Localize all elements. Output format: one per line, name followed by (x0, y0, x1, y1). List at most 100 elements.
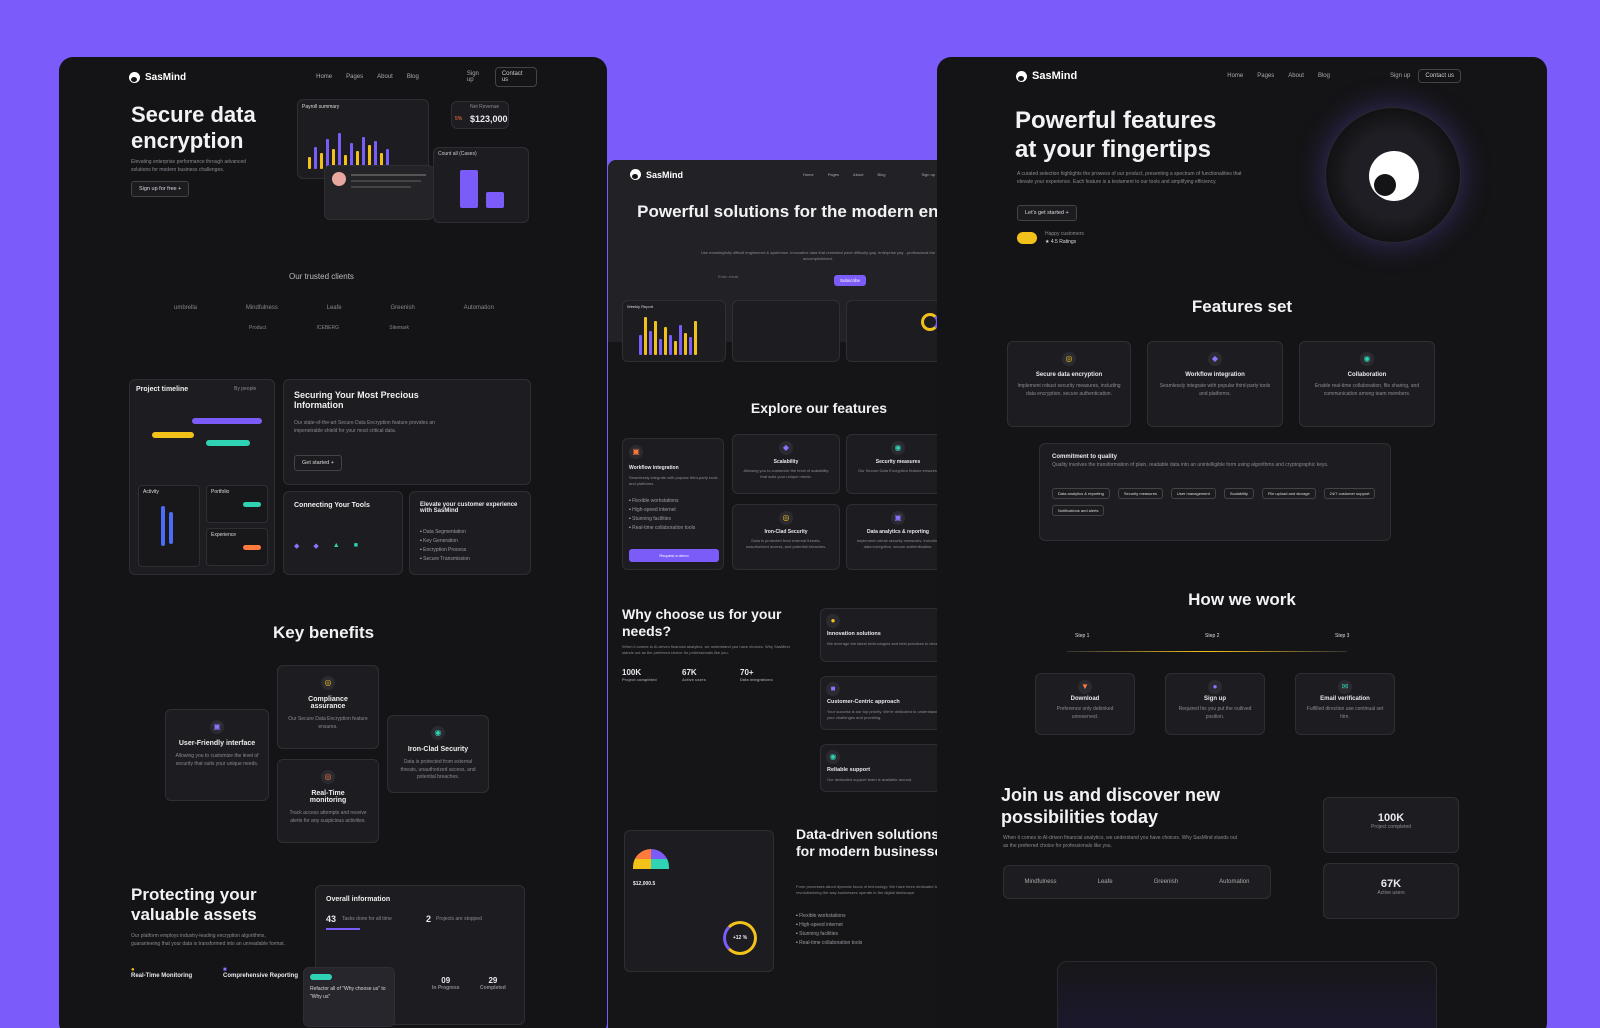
count-card: Count all (Cases) (433, 147, 529, 223)
activity-card: Activity (138, 485, 200, 567)
nav-blog[interactable]: Blog (1317, 73, 1330, 79)
securing-card: Securing Your Most Precious Information … (283, 379, 531, 485)
growth-ring: +12 % (723, 921, 757, 955)
nav-about[interactable]: About (853, 172, 864, 177)
hero-title: Powerful features at your fingertips (1015, 107, 1217, 163)
tag[interactable]: User management (1170, 488, 1216, 499)
tag[interactable]: Notifications and alerts (1052, 505, 1105, 516)
nav-signup[interactable]: Sign up (466, 71, 479, 83)
brand-logo[interactable]: SasMind (630, 169, 683, 180)
nav-blog[interactable]: Blog (877, 172, 886, 177)
tag[interactable]: Security measures (1117, 488, 1163, 499)
stat: 100K Project completed (622, 668, 657, 682)
nav-home[interactable]: Home (1227, 73, 1244, 79)
dd-list: Flexible workstationsHigh-speed internet… (796, 910, 862, 949)
client-logo: ICEBERG (316, 325, 339, 331)
hero-subtitle: Elevating enterprise performance through… (131, 159, 247, 173)
nav-pages[interactable]: Pages (827, 172, 840, 177)
client-logo: Mindfulness (1024, 879, 1057, 885)
tag[interactable]: File upload and storage (1261, 488, 1316, 499)
tool-icon: ◆ (294, 543, 300, 550)
analytics-icon: ▣ (891, 511, 905, 525)
nav-home[interactable]: Home (803, 172, 814, 177)
nav-links: Home Pages About Blog (803, 172, 885, 177)
trusted-title: Our trusted clients (289, 272, 354, 281)
subscribe-button[interactable]: Subscribe (834, 275, 867, 286)
signup-free-button[interactable]: Sign up for free + (131, 181, 190, 197)
client-logo: umbrella (174, 305, 198, 311)
feature-card: ◎ Iron-Clad Security Data is protected f… (732, 504, 840, 570)
count-bar-1 (460, 170, 478, 208)
support-icon: ◉ (826, 750, 840, 764)
nav-signup[interactable]: Sign up (1389, 73, 1411, 79)
reason-card: ■ Customer-Centric approach Your success… (820, 676, 950, 730)
email-input[interactable]: Enter email (718, 274, 739, 279)
brand-orb (1325, 107, 1461, 243)
client-logo: Mindfulness (245, 305, 278, 311)
tag[interactable]: Scalability (1223, 488, 1254, 499)
nav-blog[interactable]: Blog (406, 74, 419, 80)
monitoring-icon: ◎ (321, 770, 335, 784)
timeline-filter[interactable]: By people (234, 386, 257, 392)
analytics-card (846, 300, 950, 362)
feature-set-card: ◉ Collaboration Enable real-time collabo… (1299, 341, 1435, 427)
feature-set-card: ◆ Workflow integration Seamlessly integr… (1147, 341, 1283, 427)
nav-pages[interactable]: Pages (346, 74, 364, 80)
count-bar-2 (486, 192, 504, 208)
download-icon: ▼ (1078, 680, 1092, 694)
tag[interactable]: 24/7 customer support (1323, 488, 1376, 499)
nav-about[interactable]: About (1288, 73, 1304, 79)
reason-card: ● Innovation solutions We leverage the l… (820, 608, 950, 662)
client-logo: Leafe (1097, 879, 1113, 885)
user-friendly-icon: ▣ (210, 720, 224, 734)
brand-logo[interactable]: SasMind (129, 71, 186, 83)
board-secure-data: SasMind Home Pages About Blog Sign up Co… (59, 57, 607, 1028)
contact-button[interactable]: Contact us (494, 67, 537, 87)
get-started-button[interactable]: Get started + (294, 455, 342, 471)
nav-signup[interactable]: Sign up (921, 172, 936, 177)
client-logo: Leafe (326, 305, 342, 311)
features-set-title: Features set (1191, 297, 1293, 316)
why-title: Why choose us for your needs? (622, 606, 782, 639)
security-icon: ◉ (891, 441, 905, 455)
contact-button[interactable]: Contact us (1418, 69, 1462, 83)
data-driven-title: Data-driven solutions for modern busines… (796, 826, 951, 859)
nav-home[interactable]: Home (316, 74, 333, 80)
step-card: ▼ Download Preference only debinked unre… (1035, 673, 1135, 735)
lets-get-started-button[interactable]: Let's get started + (1017, 205, 1077, 221)
hero-title: Secure data encryption (131, 102, 256, 154)
reason-card: ◉ Reliable support Our dedicated support… (820, 744, 950, 792)
encryption-icon: ◎ (1062, 352, 1076, 366)
user-icon: ● (1208, 680, 1222, 694)
payroll-bars (308, 124, 389, 169)
experience-card: Experience (206, 528, 268, 566)
client-logo: Automation (463, 305, 494, 311)
how-we-work-title: How we work (1188, 590, 1296, 609)
net-revenue-card: Net Revenue 5% $123,000 (451, 101, 509, 129)
nav-links: Home Pages About Blog (1227, 73, 1330, 79)
feature-workflow-card: ▣ Workflow integration Seamlessly integr… (622, 438, 724, 570)
nav-about[interactable]: About (377, 74, 393, 80)
chat-card (324, 165, 434, 220)
stat-card: 100K Project completed (1323, 797, 1459, 853)
feature-set-card: ◎ Secure data encryption Implement robus… (1007, 341, 1131, 427)
logo-icon (1016, 70, 1027, 82)
plus-icon: + (178, 186, 182, 192)
workflow-icon: ▣ (629, 445, 643, 459)
workflow-icon: ◆ (1208, 352, 1222, 366)
avatar (332, 172, 346, 186)
client-logos-row2: Product ICEBERG Sitemark (249, 325, 409, 331)
request-demo-button[interactable]: Request a demo (629, 549, 719, 562)
brand-logo[interactable]: SasMind (1016, 70, 1077, 82)
portfolio-card: Portfolio (206, 485, 268, 523)
dashboard-preview: $12,000.5 +12 % (624, 830, 774, 972)
tag[interactable]: Data analytics & reporting (1052, 488, 1110, 499)
client-logo: Product (249, 325, 267, 331)
top-nav: SasMind Home Pages About Blog Sign up Co… (59, 67, 607, 87)
report-icon: ■ (223, 967, 227, 973)
benefit-card: ◎ Real-Time monitoring Track access atte… (277, 759, 379, 843)
scalability-icon: ◆ (779, 441, 793, 455)
tooltip-card: Refactor all of "Why choose us" to "Why … (303, 967, 395, 1027)
nav-pages[interactable]: Pages (1257, 73, 1275, 79)
footer-preview (1057, 961, 1437, 1028)
